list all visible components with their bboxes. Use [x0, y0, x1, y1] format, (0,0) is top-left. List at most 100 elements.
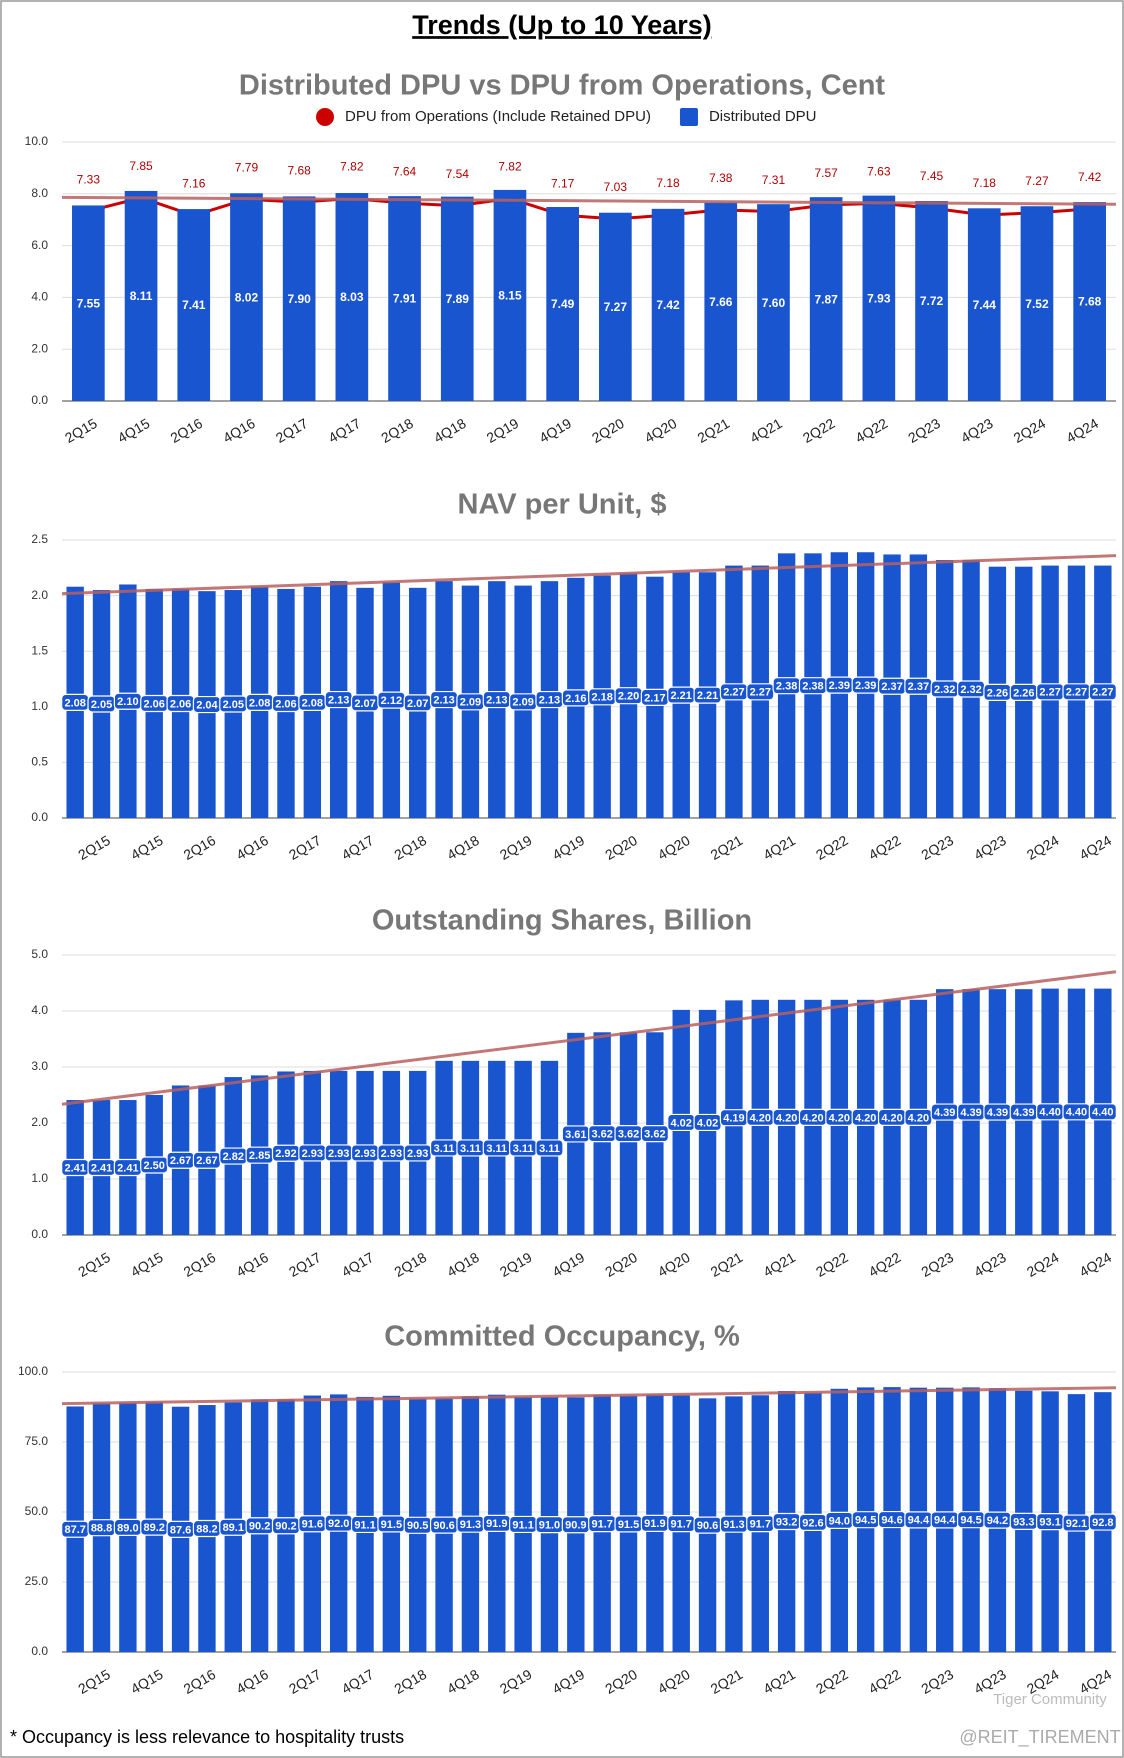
- data-label: 7.18: [656, 176, 680, 190]
- y-tick-label: 2.0: [31, 588, 48, 602]
- data-label-group: 2.18: [588, 688, 617, 706]
- data-label-group: 2.09: [456, 693, 485, 711]
- data-label-group: 2.93: [377, 1144, 406, 1162]
- data-label: 7.38: [709, 171, 733, 185]
- data-label: 2.39: [829, 680, 850, 692]
- data-label: 3.11: [460, 1143, 481, 1155]
- data-label-group: 2.85: [245, 1146, 274, 1164]
- data-label: 2.27: [1066, 687, 1087, 699]
- data-label: 2.39: [855, 680, 876, 692]
- y-tick-label: 0.0: [31, 1227, 48, 1241]
- data-label-group: 2.17: [640, 688, 669, 706]
- data-label: 2.37: [908, 681, 929, 693]
- data-label-group: 4.20: [772, 1108, 801, 1127]
- data-label-group: 91.0: [535, 1515, 564, 1534]
- data-label: 7.60: [762, 296, 786, 310]
- data-label-group: 4.20: [798, 1108, 828, 1127]
- data-label-group: 2.41: [61, 1158, 90, 1177]
- data-label: 2.08: [64, 697, 85, 709]
- data-label-group: 91.5: [377, 1515, 406, 1533]
- data-label: 2.09: [460, 697, 481, 709]
- data-label: 2.05: [223, 699, 244, 711]
- chart-title: NAV per Unit, $: [458, 489, 667, 521]
- data-label-group: 91.1: [509, 1515, 538, 1534]
- data-label-group: 2.67: [166, 1151, 195, 1169]
- data-label: 2.93: [354, 1148, 375, 1160]
- data-label: 93.2: [776, 1516, 797, 1528]
- bar: [651, 208, 685, 401]
- data-label-group: 93.1: [1036, 1513, 1065, 1531]
- data-label-group: 2.92: [271, 1144, 301, 1162]
- data-label: 94.5: [960, 1515, 981, 1527]
- data-label: 2.92: [275, 1148, 296, 1160]
- data-label: 94.5: [855, 1515, 876, 1527]
- y-tick-label: 0.0: [31, 393, 48, 407]
- bar: [124, 190, 158, 401]
- data-label: 94.0: [829, 1515, 850, 1527]
- data-label: 91.7: [591, 1519, 612, 1531]
- legend-swatch: [316, 108, 334, 126]
- data-label-group: 94.6: [877, 1510, 907, 1529]
- trend-line: [61, 195, 1117, 206]
- data-label-group: 2.93: [324, 1144, 353, 1162]
- data-label-group: 88.2: [192, 1519, 222, 1538]
- data-label: 87.6: [170, 1524, 191, 1536]
- data-label: 7.68: [1078, 295, 1102, 309]
- data-label: 7.82: [498, 160, 522, 174]
- data-label-group: 2.38: [772, 677, 801, 695]
- data-label-group: 94.4: [930, 1511, 959, 1529]
- data-label: 94.2: [987, 1515, 1008, 1527]
- data-label: 7.17: [551, 176, 575, 190]
- data-label: 4.02: [671, 1117, 692, 1129]
- data-label-group: 2.93: [298, 1144, 327, 1162]
- data-label: 2.93: [328, 1148, 349, 1160]
- data-label-group: 93.2: [772, 1512, 801, 1531]
- data-label: 92.1: [1066, 1518, 1087, 1530]
- data-label-group: 2.39: [825, 676, 854, 694]
- data-label-box: [640, 1125, 669, 1143]
- data-label: 92.8: [1092, 1517, 1113, 1529]
- data-label: 87.7: [64, 1524, 85, 1536]
- data-label: 2.26: [987, 687, 1008, 699]
- data-label: 7.89: [446, 292, 470, 306]
- data-label: 3.62: [591, 1129, 612, 1141]
- data-label: 89.1: [223, 1522, 244, 1534]
- data-label-group: 2.13: [535, 690, 564, 709]
- data-label: 91.5: [618, 1519, 639, 1531]
- y-tick-label: 100.0: [18, 1364, 48, 1378]
- data-label-group: 91.5: [614, 1515, 643, 1533]
- data-label-group: 91.6: [298, 1515, 327, 1533]
- data-label: 4.40: [1039, 1107, 1060, 1119]
- y-tick-label: 4.0: [31, 1003, 48, 1017]
- data-label: 4.40: [1066, 1107, 1087, 1119]
- watermark: Tiger Community: [993, 1691, 1107, 1708]
- bar: [704, 202, 738, 401]
- data-label: 91.1: [354, 1519, 375, 1531]
- data-label-group: 2.93: [350, 1144, 380, 1162]
- data-label-group: 94.5: [956, 1511, 986, 1529]
- data-label-group: 2.21: [667, 686, 696, 704]
- data-label: 2.67: [196, 1155, 217, 1167]
- y-tick-label: 6.0: [31, 238, 48, 252]
- data-label: 90.2: [275, 1521, 296, 1533]
- data-label: 7.16: [182, 177, 206, 191]
- data-label: 91.3: [723, 1519, 744, 1531]
- data-label-group: 90.9: [561, 1516, 590, 1534]
- data-label-group: 4.40: [1062, 1103, 1091, 1121]
- footnote: * Occupancy is less relevance to hospita…: [10, 1727, 404, 1747]
- data-label: 2.50: [144, 1160, 165, 1172]
- data-label-group: 92.1: [1062, 1514, 1091, 1532]
- data-label: 7.45: [920, 169, 944, 183]
- data-label: 7.49: [551, 297, 575, 311]
- data-label: 90.6: [433, 1520, 454, 1532]
- data-label: 7.68: [287, 163, 311, 177]
- data-label: 2.85: [249, 1150, 270, 1162]
- data-label-group: 2.21: [693, 686, 722, 704]
- y-tick-label: 2.0: [31, 1115, 48, 1129]
- data-label-group: 2.50: [140, 1156, 169, 1174]
- data-label: 7.41: [182, 298, 206, 312]
- data-label: 3.11: [513, 1143, 534, 1155]
- data-label: 8.03: [340, 290, 364, 304]
